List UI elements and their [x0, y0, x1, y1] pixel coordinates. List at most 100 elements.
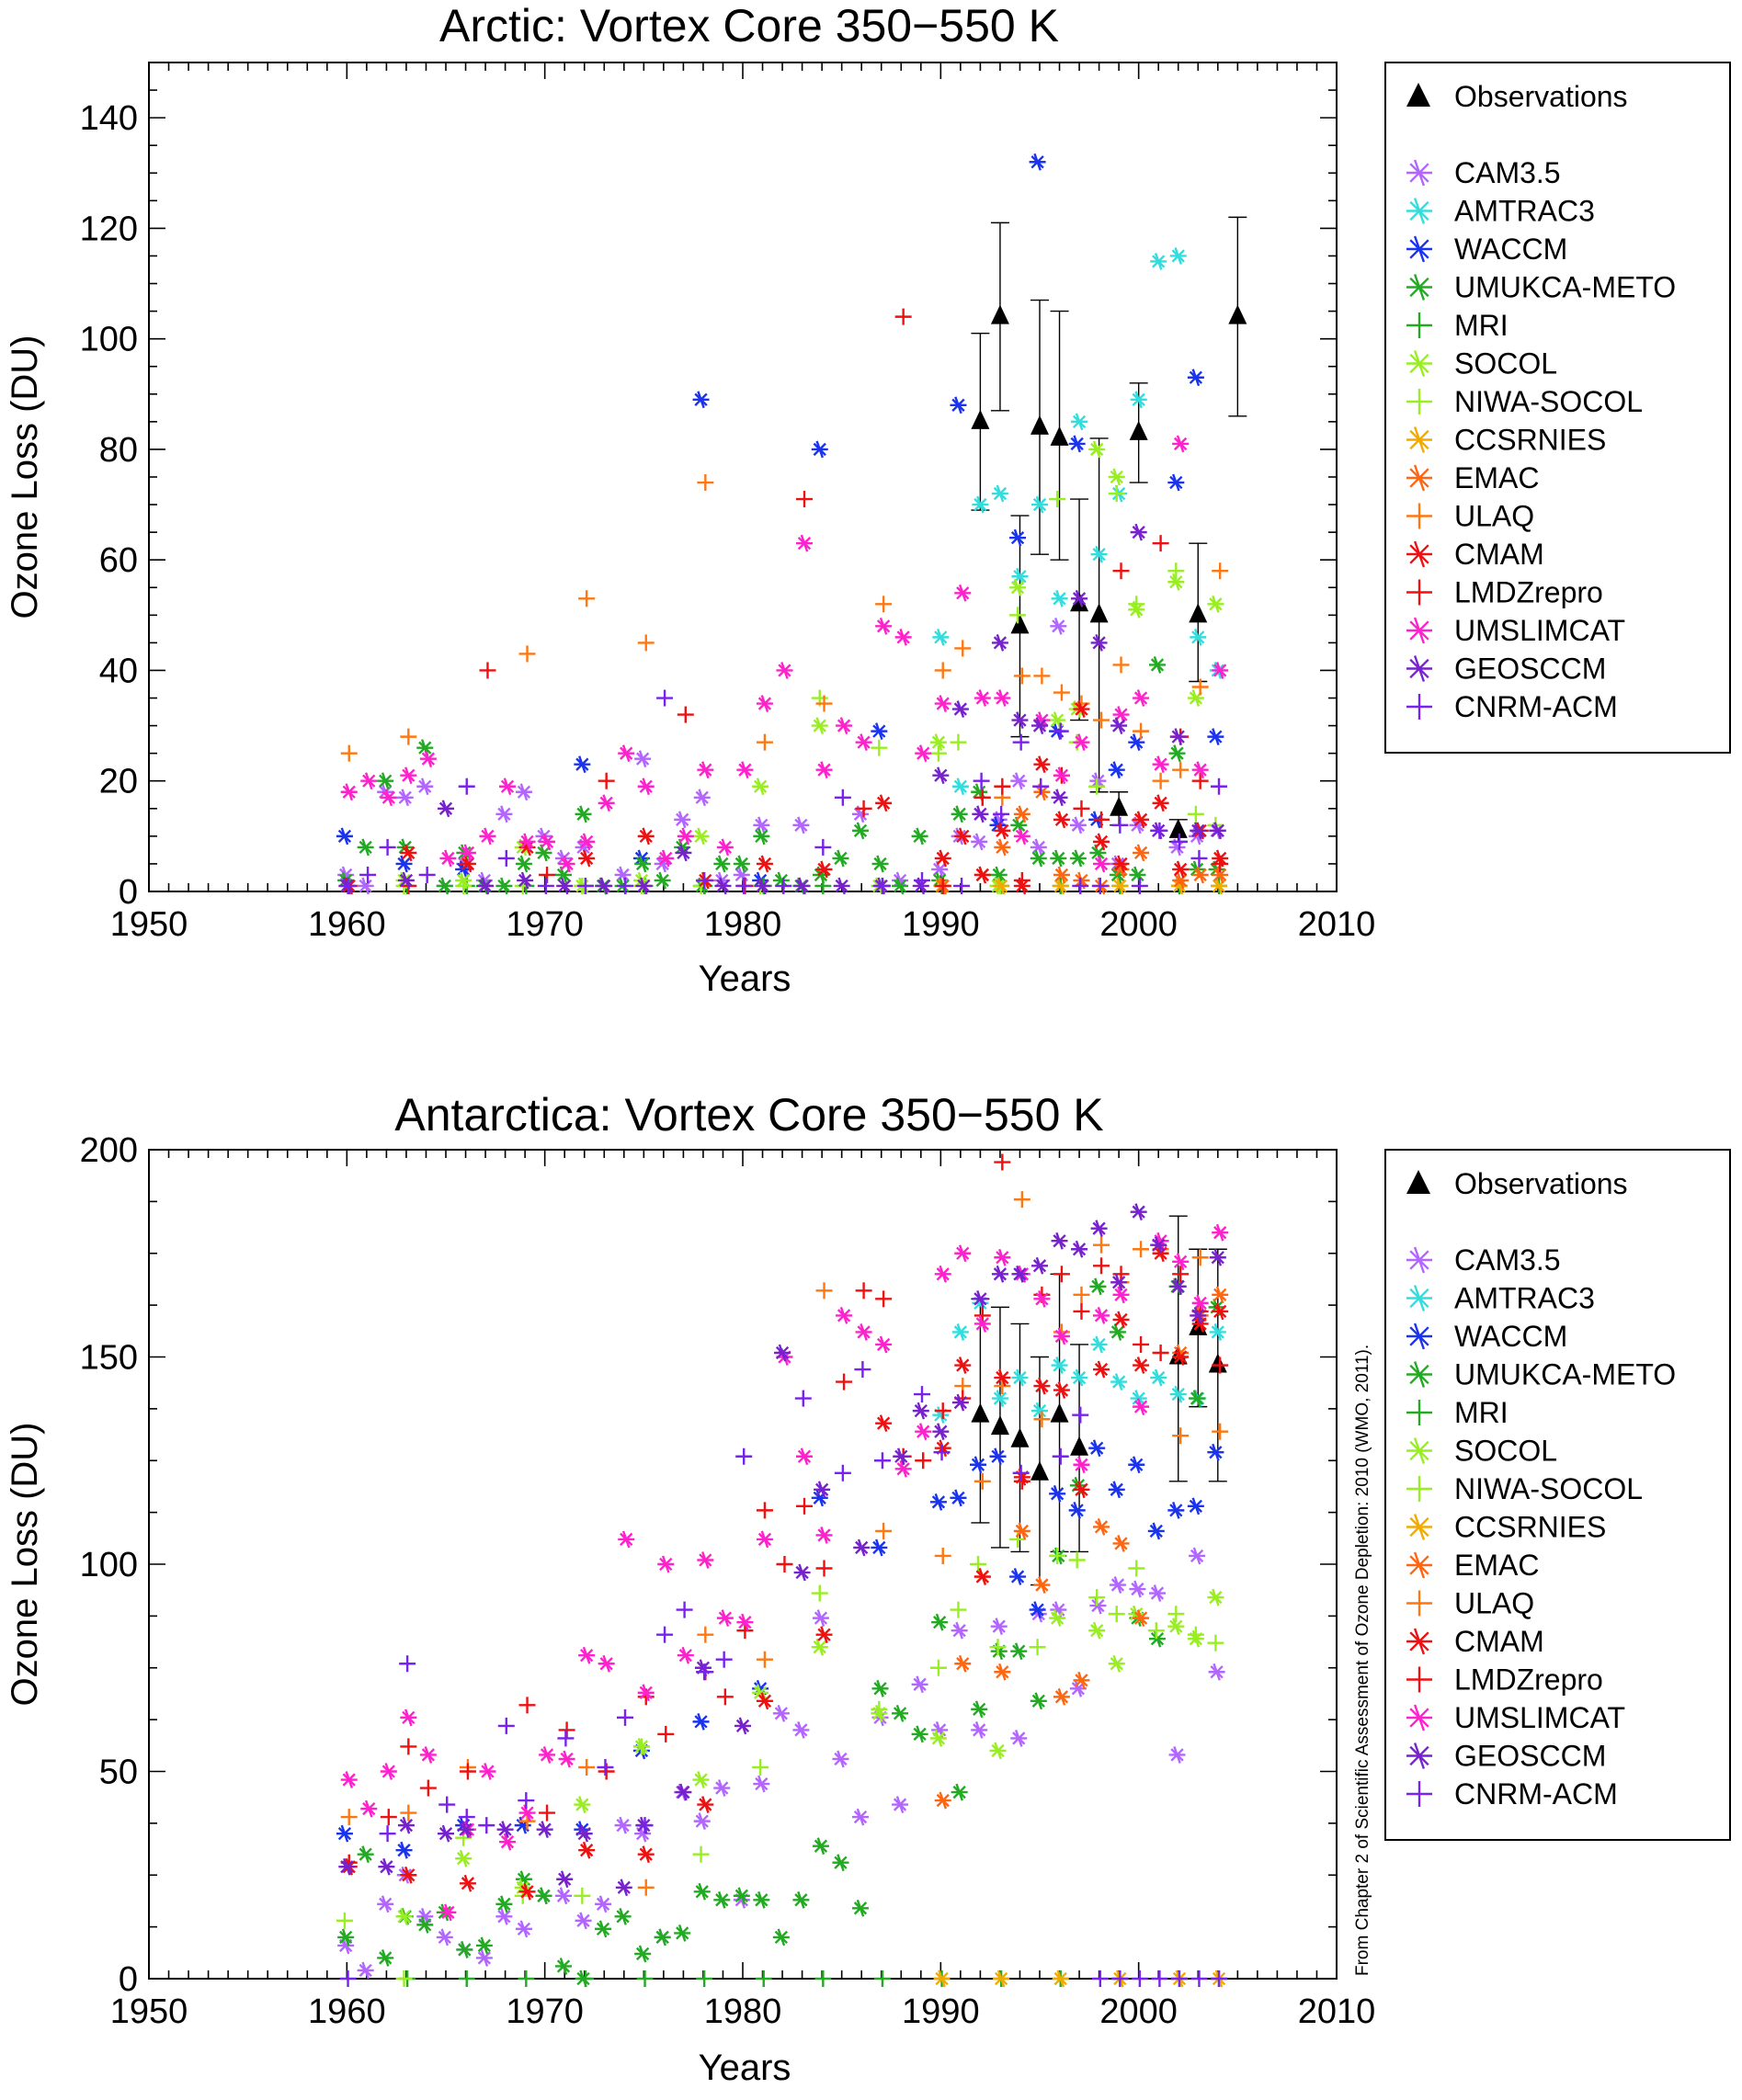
data-point: [1033, 1377, 1051, 1395]
data-point: [380, 789, 397, 807]
axis-ticks: [148, 1149, 1338, 1980]
data-point: [994, 838, 1011, 857]
data-point: [1071, 589, 1088, 607]
data-point: [994, 822, 1011, 840]
x-tick-label: 2010: [1298, 1992, 1376, 2031]
observation-triangle: [1050, 1402, 1069, 1423]
data-point: [418, 866, 436, 883]
data-point: [1168, 744, 1186, 763]
data-point: [812, 1837, 829, 1856]
data-point: [336, 1912, 353, 1929]
legend-label: NIWA-SOCOL: [1454, 385, 1643, 418]
y-axis-label: Ozone Loss (DU): [5, 335, 45, 619]
data-point: [1167, 562, 1185, 580]
data-point: [893, 1447, 910, 1466]
data-point: [1191, 1294, 1209, 1312]
data-point: [1187, 1626, 1204, 1643]
data-point: [971, 833, 988, 851]
data-point: [796, 1497, 813, 1515]
data-point: [1112, 1535, 1130, 1552]
data-point: [911, 1725, 928, 1743]
legend-marker: [1406, 464, 1432, 492]
data-point: [459, 1763, 476, 1780]
data-point: [1172, 860, 1190, 879]
data-point: [814, 1970, 832, 1987]
data-point: [1072, 1406, 1089, 1424]
data-point: [954, 1244, 972, 1263]
data-point: [1052, 1447, 1069, 1465]
data-point: [973, 689, 991, 707]
y-tick-label: 80: [99, 431, 138, 470]
data-point: [1191, 866, 1209, 884]
data-point: [814, 877, 832, 894]
data-point: [1052, 1969, 1069, 1988]
data-point: [852, 1808, 869, 1826]
data-point: [1013, 871, 1030, 889]
data-point: [973, 789, 991, 806]
data-point: [934, 877, 951, 894]
data-point: [1073, 1671, 1090, 1689]
x-tick-label: 2000: [1099, 905, 1178, 944]
data-point: [894, 628, 912, 646]
data-point: [1130, 391, 1147, 409]
data-point: [1169, 247, 1187, 265]
plot-frame: [148, 1149, 1338, 1980]
y-tick-label: 0: [119, 873, 138, 912]
data-point: [1073, 1302, 1090, 1320]
observation-triangle: [1189, 603, 1208, 623]
data-point: [1172, 871, 1190, 890]
data-point: [637, 1684, 655, 1702]
data-point: [989, 1742, 1007, 1760]
data-point: [395, 1970, 413, 1987]
data-point: [994, 1153, 1011, 1171]
data-point: [989, 1639, 1007, 1656]
data-point: [436, 1928, 453, 1947]
data-point: [1112, 656, 1130, 674]
data-point: [1110, 1273, 1128, 1291]
data-point: [379, 1825, 396, 1843]
data-point: [973, 772, 990, 789]
data-point: [692, 1771, 710, 1788]
data-point: [971, 1700, 988, 1719]
data-point: [575, 805, 592, 823]
x-axis-label: Years: [699, 2048, 791, 2088]
data-point: [693, 1882, 711, 1901]
data-point: [752, 778, 769, 796]
data-point: [1172, 1348, 1190, 1366]
axis-ticks: [148, 62, 1338, 892]
legend-marker: [1406, 1476, 1432, 1502]
data-point: [1068, 435, 1086, 453]
data-point: [1073, 1481, 1090, 1499]
legend-marker: [1406, 579, 1432, 606]
data-point: [357, 838, 374, 857]
data-point: [697, 1796, 714, 1813]
data-point: [814, 838, 832, 856]
data-point: [340, 783, 358, 801]
legend-observations-marker: [1406, 83, 1430, 107]
source-note: From Chapter 2 of Scientific Assessment …: [1353, 1345, 1372, 1976]
data-point: [556, 1870, 574, 1889]
data-point: [994, 1368, 1011, 1387]
data-point: [1112, 1311, 1130, 1329]
data-point: [733, 855, 750, 873]
data-point: [677, 827, 694, 846]
data-point: [815, 1282, 833, 1300]
data-point: [1010, 1642, 1028, 1661]
data-point: [814, 1481, 831, 1499]
observation-triangle: [1030, 1460, 1049, 1481]
data-point: [578, 1758, 596, 1776]
data-point: [915, 1423, 932, 1441]
data-point: [1152, 535, 1169, 552]
observation-triangle: [971, 409, 990, 429]
x-tick-label: 2000: [1099, 1992, 1178, 2031]
data-point: [1029, 1639, 1046, 1656]
data-point: [815, 1626, 833, 1644]
legend-label: MRI: [1454, 309, 1509, 342]
legend-marker: [1406, 274, 1432, 301]
data-point: [380, 1763, 397, 1780]
legend-label: CAM3.5: [1454, 156, 1561, 189]
data-point: [396, 789, 414, 807]
legend-box: [1384, 1149, 1731, 1841]
data-point: [677, 1646, 694, 1664]
x-tick-label: 1980: [704, 1992, 782, 2031]
